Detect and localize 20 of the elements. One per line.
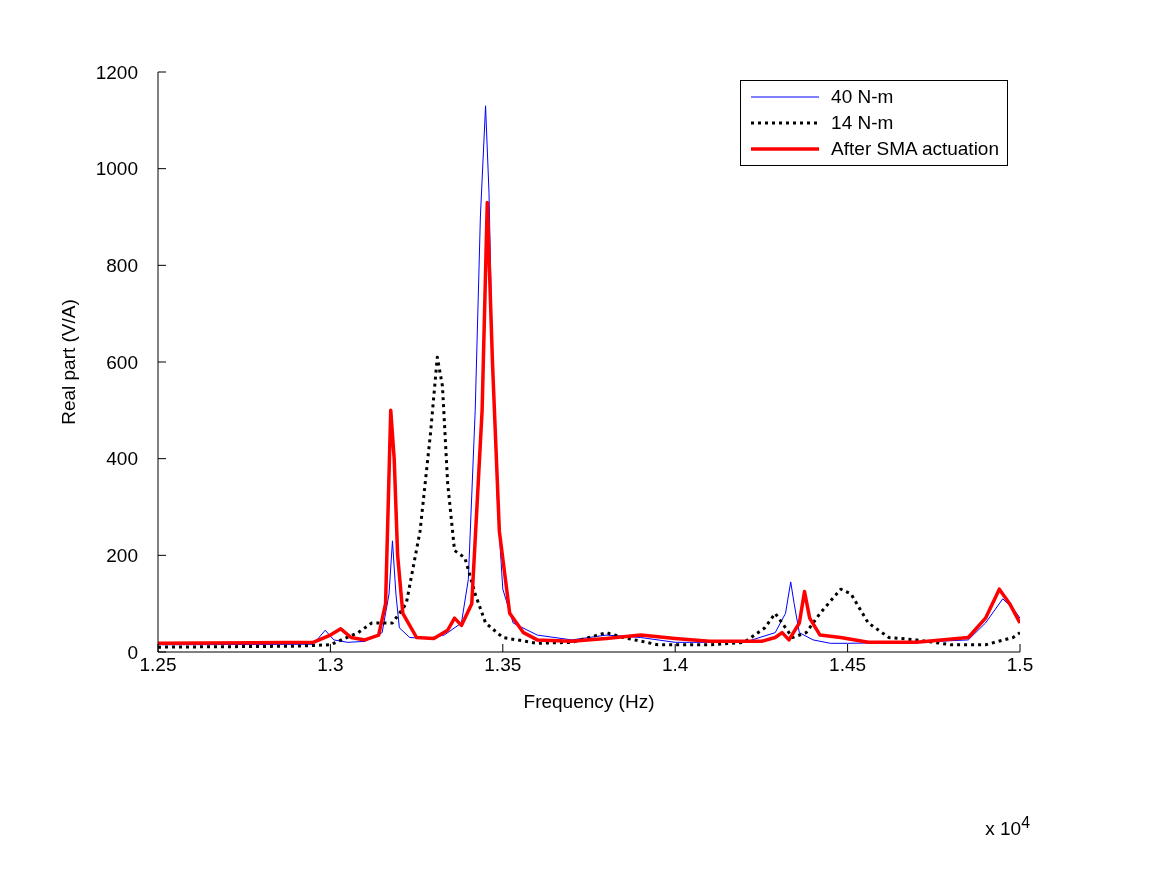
line-series [158,200,1020,646]
y-tick-label: 1200 [95,61,138,83]
x-tick-label: 1.45 [829,654,867,676]
y-tick-label: 0 [127,641,138,663]
y-axis-title: Real part (V/A) [57,299,79,425]
legend-label: 14 N-m [831,112,894,134]
x-tick-label: 1.3 [317,654,344,676]
x-tick-label: 1.25 [139,654,177,676]
x-axis-title: Frequency (Hz) [523,691,655,712]
x-tick-label: 1.5 [1006,654,1034,676]
x-tick-label: 1.4 [661,654,689,676]
y-tick-label: 1000 [95,158,138,180]
legend-label: After SMA actuation [831,138,999,160]
y-tick-label: 200 [106,544,138,566]
text: x 10$^{4}$ [985,814,1030,841]
y-tick-label: 400 [106,448,138,470]
y-tick-label: 600 [106,351,138,373]
legend-label: 40 N-m [831,86,894,108]
y-tick-label: 800 [106,254,138,276]
x-tick-label: 1.35 [484,654,522,676]
